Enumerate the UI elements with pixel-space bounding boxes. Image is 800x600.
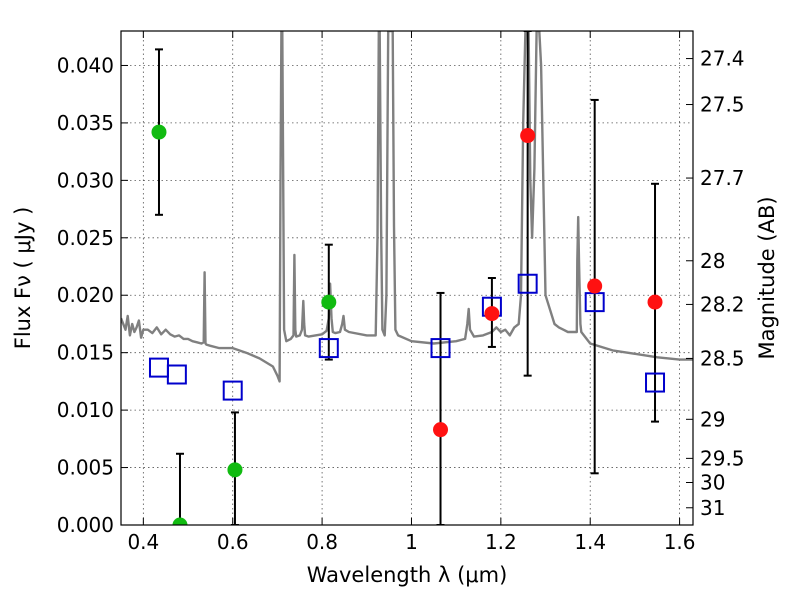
model-photometry-square <box>318 338 339 359</box>
y-tick-label: 0.030 <box>57 168 114 192</box>
y2-tick-label: 30 <box>700 470 725 494</box>
y-tick-label: 0.035 <box>57 111 114 135</box>
plot-frame <box>120 30 694 526</box>
x-axis-label: Wavelength λ (μm) <box>307 563 508 587</box>
y-tick-label: 0.005 <box>57 456 114 480</box>
x-tick-label: 1.6 <box>664 530 696 554</box>
y2-axis-label: Magnitude (AB) <box>755 196 779 359</box>
red-data-point <box>484 306 500 322</box>
model-photometry-square <box>517 273 538 294</box>
y-tick-label: 0.040 <box>57 53 114 77</box>
errorbar-group <box>175 452 184 525</box>
model-photometry-square <box>166 364 187 385</box>
x-tick-label: 1 <box>405 530 418 554</box>
y-tick-labels: 0.000 0.005 0.010 0.015 0.020 0.025 0.030 0.035… <box>57 53 114 537</box>
y2-tick-label: 29.5 <box>700 446 745 470</box>
y2-tick-label: 31 <box>700 496 725 520</box>
x-tick-label: 1.2 <box>485 530 517 554</box>
y2-tick-label: 29 <box>700 407 725 431</box>
green-data-point <box>321 294 337 310</box>
model-photometry-square <box>222 380 243 401</box>
errorbar-group <box>523 31 532 377</box>
green-data-point <box>227 462 243 478</box>
errorbar-group <box>436 291 445 525</box>
y-tick-label: 0.015 <box>57 341 114 365</box>
green-data-point <box>151 124 167 140</box>
y2-tick-label: 28.2 <box>700 292 745 316</box>
x-tick-label: 0.8 <box>306 530 338 554</box>
model-photometry-square <box>148 357 169 378</box>
x-tick-label: 0.4 <box>127 530 159 554</box>
y2-tick-label: 28 <box>700 249 725 273</box>
red-data-point <box>647 294 663 310</box>
red-data-point <box>433 422 449 438</box>
model-photometry-square <box>645 372 666 393</box>
x-tick-labels: 0.4 0.6 0.8 1 1.2 1.4 1.6 <box>127 530 695 554</box>
x-tick-label: 1.4 <box>574 530 606 554</box>
y2-tick-label: 27.7 <box>700 166 745 190</box>
model-spectrum-line <box>121 31 693 383</box>
y2-tick-label: 28.5 <box>700 346 745 370</box>
y-axis-label: Flux Fν ( μJy ) <box>11 207 35 350</box>
red-data-point <box>587 278 603 294</box>
y-tick-label: 0.000 <box>57 513 114 537</box>
y2-tick-label: 27.5 <box>700 93 745 117</box>
red-data-point <box>520 128 536 144</box>
grid-lines <box>121 31 693 526</box>
y2-tick-label: 27.4 <box>700 47 745 71</box>
model-photometry-square <box>430 338 451 359</box>
y-tick-label: 0.010 <box>57 398 114 422</box>
y-tick-label: 0.020 <box>57 283 114 307</box>
y-tick-label: 0.025 <box>57 226 114 250</box>
axis-ticks <box>121 31 693 526</box>
green-data-point <box>172 517 188 525</box>
plot-series <box>121 31 693 525</box>
x-tick-label: 0.6 <box>217 530 249 554</box>
